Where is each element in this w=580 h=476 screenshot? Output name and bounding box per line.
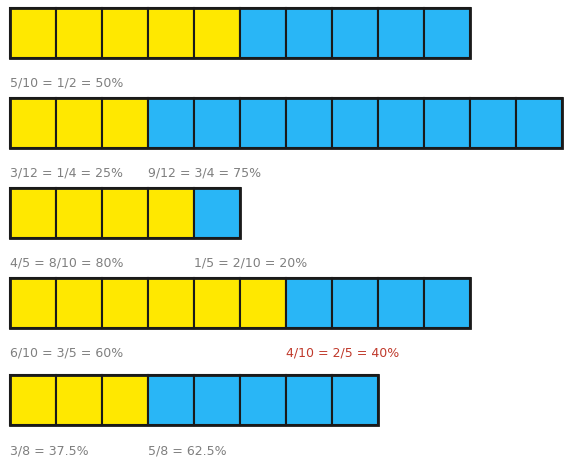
Bar bbox=[240, 375, 286, 425]
Bar bbox=[10, 98, 562, 148]
Bar bbox=[240, 278, 286, 328]
Bar bbox=[148, 8, 194, 58]
Bar bbox=[148, 375, 194, 425]
Bar bbox=[56, 278, 102, 328]
Bar bbox=[148, 188, 194, 238]
Bar bbox=[102, 188, 148, 238]
Bar bbox=[10, 188, 56, 238]
Bar bbox=[286, 8, 332, 58]
Bar bbox=[56, 188, 102, 238]
Bar bbox=[10, 278, 470, 328]
Text: 5/10 = 1/2 = 50%: 5/10 = 1/2 = 50% bbox=[10, 77, 124, 90]
Bar bbox=[10, 375, 378, 425]
Bar bbox=[378, 278, 424, 328]
Bar bbox=[424, 8, 470, 58]
Bar bbox=[56, 8, 102, 58]
Bar bbox=[378, 98, 424, 148]
Text: 6/10 = 3/5 = 60%: 6/10 = 3/5 = 60% bbox=[10, 347, 123, 360]
Bar bbox=[424, 278, 470, 328]
Bar bbox=[332, 278, 378, 328]
Text: 3/12 = 1/4 = 25%: 3/12 = 1/4 = 25% bbox=[10, 167, 123, 180]
Bar bbox=[194, 8, 240, 58]
Bar bbox=[194, 278, 240, 328]
Bar bbox=[378, 8, 424, 58]
Text: 5/8 = 62.5%: 5/8 = 62.5% bbox=[148, 444, 227, 457]
Bar bbox=[332, 98, 378, 148]
Text: 1/5 = 2/10 = 20%: 1/5 = 2/10 = 20% bbox=[194, 257, 307, 270]
Bar bbox=[10, 188, 240, 238]
Bar bbox=[10, 8, 56, 58]
Text: 9/12 = 3/4 = 75%: 9/12 = 3/4 = 75% bbox=[148, 167, 261, 180]
Bar bbox=[332, 8, 378, 58]
Bar bbox=[194, 98, 240, 148]
Bar bbox=[286, 98, 332, 148]
Bar bbox=[10, 98, 56, 148]
Bar bbox=[102, 278, 148, 328]
Text: 4/10 = 2/5 = 40%: 4/10 = 2/5 = 40% bbox=[286, 347, 399, 360]
Bar bbox=[102, 8, 148, 58]
Bar bbox=[194, 375, 240, 425]
Bar bbox=[424, 98, 470, 148]
Text: 3/8 = 37.5%: 3/8 = 37.5% bbox=[10, 444, 89, 457]
Bar bbox=[102, 375, 148, 425]
Bar bbox=[240, 98, 286, 148]
Bar bbox=[10, 278, 56, 328]
Bar bbox=[240, 8, 286, 58]
Bar bbox=[10, 375, 56, 425]
Bar bbox=[194, 188, 240, 238]
Bar bbox=[56, 98, 102, 148]
Bar bbox=[102, 98, 148, 148]
Text: 4/5 = 8/10 = 80%: 4/5 = 8/10 = 80% bbox=[10, 257, 124, 270]
Bar bbox=[470, 98, 516, 148]
Bar bbox=[148, 278, 194, 328]
Bar bbox=[516, 98, 562, 148]
Bar bbox=[286, 278, 332, 328]
Bar bbox=[148, 98, 194, 148]
Bar bbox=[10, 8, 470, 58]
Bar bbox=[56, 375, 102, 425]
Bar bbox=[332, 375, 378, 425]
Bar bbox=[286, 375, 332, 425]
